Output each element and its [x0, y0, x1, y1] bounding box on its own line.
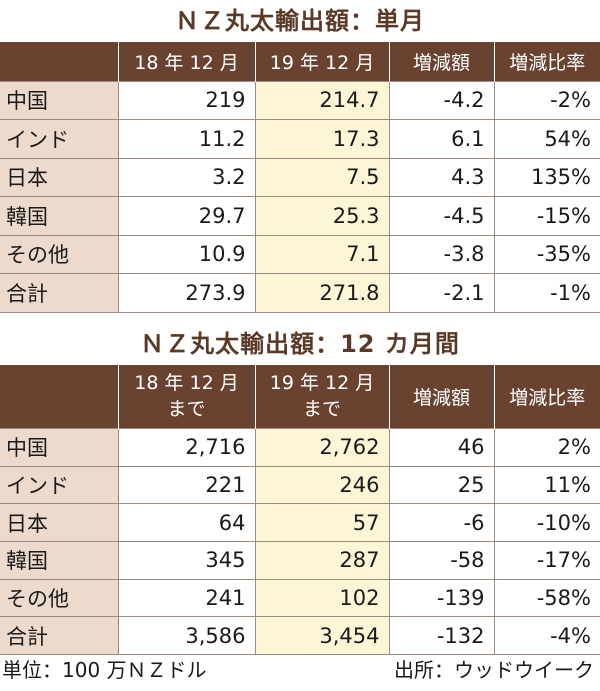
header-until-label: まで: [167, 398, 206, 421]
table-header-row: 18 年 12 月 19 年 12 月 増減額 増減比率: [0, 42, 600, 81]
cell-2018: 221: [118, 465, 256, 504]
row-label: インド: [0, 119, 119, 158]
cell-2019: 271.8: [255, 273, 390, 313]
row-label: 日本: [0, 157, 119, 197]
table-header-row: 18 年 12 月 まで 19 年 12 月 まで 増減額 増減比率: [0, 364, 600, 429]
cell-2019: 17.3: [255, 119, 390, 158]
table-row: インド 221 246 25 11%: [0, 465, 600, 504]
row-label: 日本: [0, 503, 119, 542]
row-label: その他: [0, 234, 119, 274]
cell-change: 6.1: [389, 119, 495, 158]
cell-2019: 7.1: [255, 234, 390, 274]
cell-2018: 3.2: [118, 157, 256, 197]
cell-2019: 214.7: [255, 80, 390, 120]
table-row-total: 合計 273.9 271.8 -2.1 -1%: [0, 273, 600, 313]
cell-change: -3.8: [389, 234, 495, 274]
cell-change: 25: [389, 465, 495, 504]
row-label: 韓国: [0, 541, 119, 580]
cell-rate: 2%: [494, 428, 600, 467]
header-2019-dec-period: 19 年 12 月 まで: [255, 364, 390, 429]
cell-change: -4.2: [389, 80, 495, 120]
cell-2018: 273.9: [118, 273, 256, 313]
table-row: 中国 2,716 2,762 46 2%: [0, 428, 600, 467]
cell-change: -4.5: [389, 196, 495, 235]
cell-2019: 3,454: [255, 616, 390, 656]
header-2018-dec-period: 18 年 12 月 まで: [118, 364, 256, 429]
cell-rate: -4%: [494, 616, 600, 656]
table1-title: ＮＺ丸太輸出額：単月: [175, 7, 425, 35]
cell-rate: 54%: [494, 119, 600, 158]
cell-2019: 246: [255, 465, 390, 504]
monthly-export-table: 18 年 12 月 19 年 12 月 増減額 増減比率 中国 219 214.…: [0, 42, 600, 313]
cell-change: -58: [389, 541, 495, 580]
cell-2019: 287: [255, 541, 390, 580]
row-label: 中国: [0, 428, 119, 467]
table-row: その他 241 102 -139 -58%: [0, 578, 600, 617]
header-blank: [0, 364, 119, 429]
cell-change: -132: [389, 616, 495, 656]
cell-2019: 25.3: [255, 196, 390, 235]
twelve-month-export-table: 18 年 12 月 まで 19 年 12 月 まで 増減額 増減比率 中国 2,…: [0, 364, 600, 656]
table-row: 韓国 29.7 25.3 -4.5 -15%: [0, 196, 600, 235]
cell-rate: -35%: [494, 234, 600, 274]
cell-rate: 135%: [494, 157, 600, 197]
cell-2018: 11.2: [118, 119, 256, 158]
table-row: 日本 3.2 7.5 4.3 135%: [0, 157, 600, 197]
cell-rate: -15%: [494, 196, 600, 235]
header-change-amount: 増減額: [389, 364, 495, 429]
table-row: 韓国 345 287 -58 -17%: [0, 541, 600, 580]
row-label: 合計: [0, 616, 119, 656]
row-label: その他: [0, 578, 119, 617]
cell-2018: 64: [118, 503, 256, 542]
cell-2018: 345: [118, 541, 256, 580]
cell-2019: 2,762: [255, 428, 390, 467]
cell-change: 46: [389, 428, 495, 467]
cell-change: -6: [389, 503, 495, 542]
header-2019-dec: 19 年 12 月: [255, 42, 390, 81]
table-row-total: 合計 3,586 3,454 -132 -4%: [0, 616, 600, 656]
row-label: インド: [0, 465, 119, 504]
header-blank: [0, 42, 119, 81]
cell-change: 4.3: [389, 157, 495, 197]
row-label: 合計: [0, 273, 119, 313]
header-period-label: 18 年 12 月: [134, 372, 239, 395]
table-row: 日本 64 57 -6 -10%: [0, 503, 600, 542]
cell-rate: -10%: [494, 503, 600, 542]
unit-note: 単位：100 万ＮＺドル: [2, 658, 207, 683]
cell-2019: 102: [255, 578, 390, 617]
header-2018-dec: 18 年 12 月: [118, 42, 256, 81]
cell-rate: -1%: [494, 273, 600, 313]
row-label: 中国: [0, 80, 119, 120]
cell-2018: 29.7: [118, 196, 256, 235]
cell-2018: 2,716: [118, 428, 256, 467]
table-row: その他 10.9 7.1 -3.8 -35%: [0, 234, 600, 274]
cell-rate: -17%: [494, 541, 600, 580]
row-label: 韓国: [0, 196, 119, 235]
cell-rate: -2%: [494, 80, 600, 120]
cell-change: -2.1: [389, 273, 495, 313]
header-change-amount: 増減額: [389, 42, 495, 81]
cell-2018: 3,586: [118, 616, 256, 656]
header-period-label: 19 年 12 月: [269, 372, 375, 395]
table-row: インド 11.2 17.3 6.1 54%: [0, 119, 600, 158]
footer: 単位：100 万ＮＺドル 出所：ウッドウイーク: [0, 655, 600, 691]
cell-2018: 241: [118, 578, 256, 617]
table2-title: ＮＺ丸太輸出額：12 カ月間: [140, 329, 460, 358]
cell-2019: 57: [255, 503, 390, 542]
cell-2018: 219: [118, 80, 256, 120]
cell-rate: -58%: [494, 578, 600, 617]
source-note: 出所：ウッドウイーク: [394, 658, 594, 683]
header-change-rate: 増減比率: [494, 42, 600, 81]
cell-2018: 10.9: [118, 234, 256, 274]
table-row: 中国 219 214.7 -4.2 -2%: [0, 80, 600, 120]
cell-2019: 7.5: [255, 157, 390, 197]
header-until-label: まで: [302, 398, 341, 421]
cell-rate: 11%: [494, 465, 600, 504]
cell-change: -139: [389, 578, 495, 617]
header-change-rate: 増減比率: [494, 364, 600, 429]
